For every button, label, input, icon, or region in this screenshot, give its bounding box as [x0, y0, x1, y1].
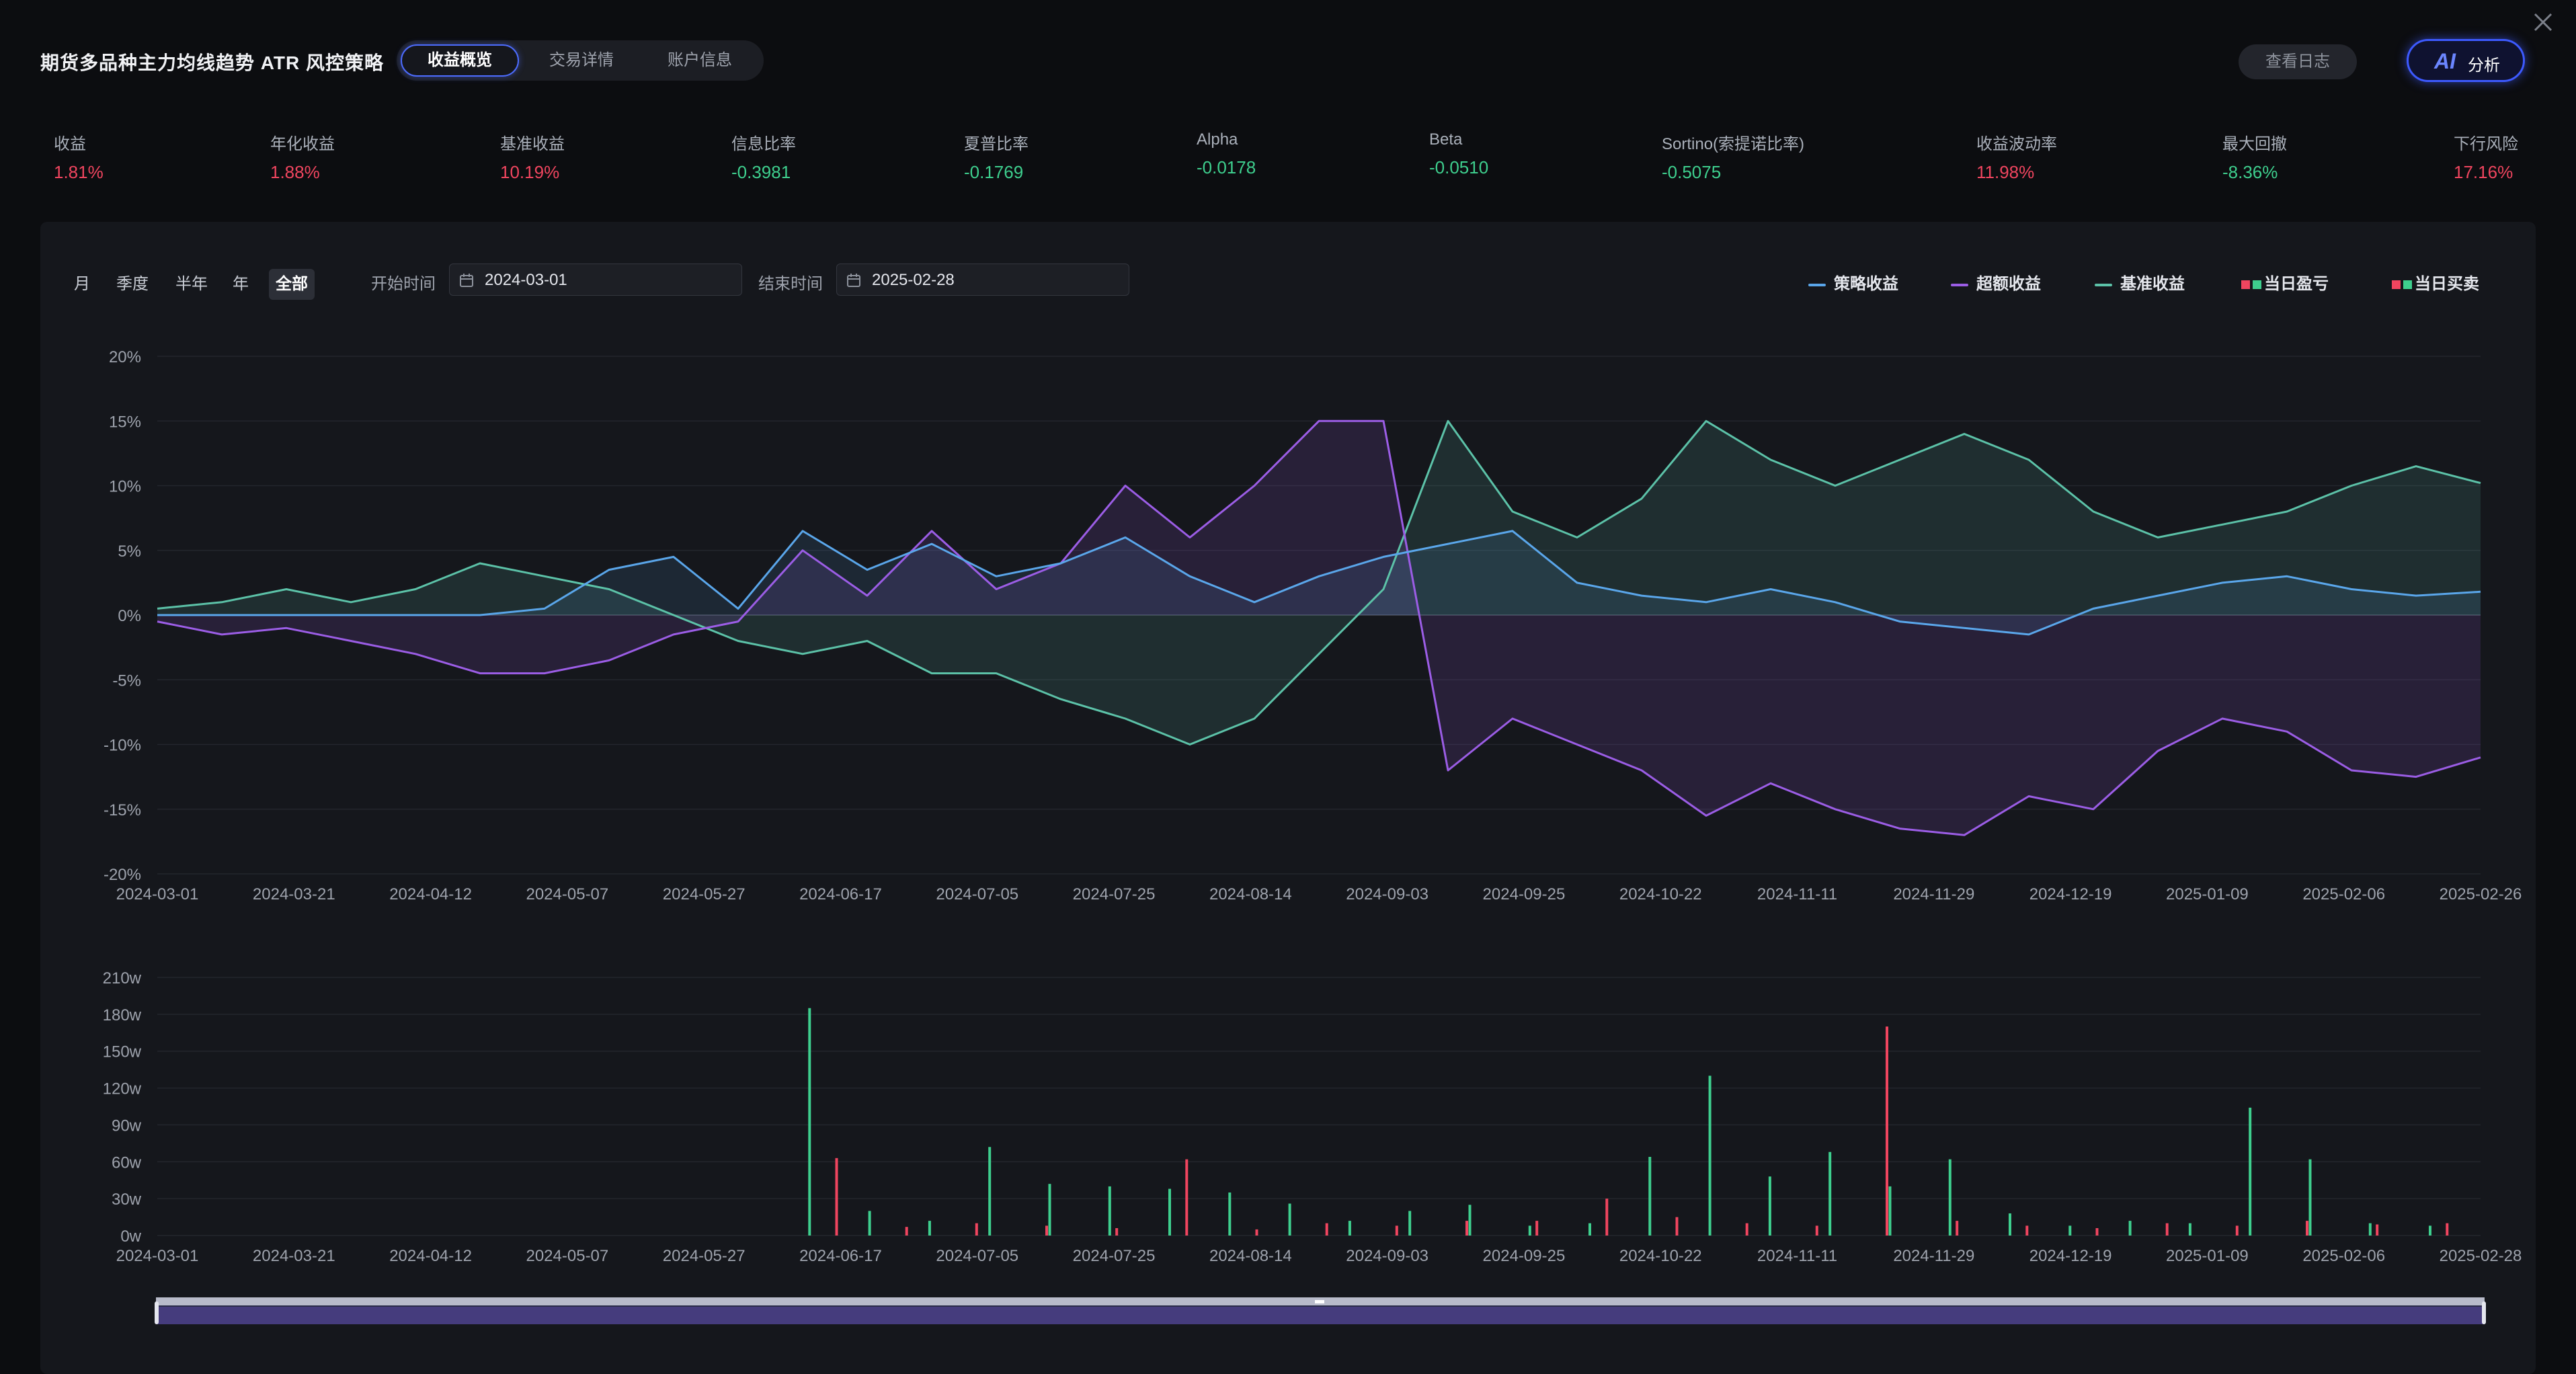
legend-daily-trades[interactable]: 当日买卖 [2392, 269, 2479, 300]
metric-label: 信息比率 [731, 135, 796, 153]
metric-label: Alpha [1197, 130, 1238, 149]
period-quarter[interactable]: 季度 [116, 275, 149, 293]
legend-swatch [2403, 280, 2412, 290]
metric-label: Beta [1429, 130, 1463, 149]
metric-max-drawdown: 最大回撤 -8.36% [2222, 130, 2287, 183]
metric-alpha: Alpha -0.0178 [1197, 130, 1256, 178]
metric-downside-risk: 下行风险 17.16% [2454, 130, 2518, 183]
metric-value: 1.81% [54, 162, 104, 182]
view-log-button[interactable]: 查看日志 [2239, 44, 2357, 79]
metric-value: -0.0510 [1429, 157, 1489, 177]
metric-value: -0.1769 [964, 162, 1024, 182]
ai-analysis-label: 分析 [2468, 56, 2500, 75]
legend-strategy[interactable]: 策略收益 [1808, 269, 1898, 300]
legend-swatch [2253, 280, 2261, 290]
legend-swatch [2095, 283, 2112, 286]
metric-sharpe-ratio: 夏普比率 -0.1769 [964, 130, 1029, 183]
ai-icon: AI [2434, 49, 2456, 73]
metric-sortino-ratio: Sortino(索提诺比率) -0.5075 [1662, 130, 1804, 183]
metric-label: 基准收益 [500, 135, 565, 153]
metric-value: 10.19% [500, 162, 560, 182]
metric-value: -0.3981 [731, 162, 791, 182]
start-date-field[interactable] [449, 264, 742, 296]
metric-value: -0.0178 [1197, 157, 1256, 177]
close-icon[interactable] [2533, 12, 2553, 32]
legend-label: 超额收益 [1976, 275, 2041, 293]
period-all[interactable]: 全部 [269, 269, 315, 300]
metric-return: 收益 1.81% [54, 130, 104, 183]
metric-value: 11.98% [1976, 162, 2035, 182]
metric-label: 收益 [54, 135, 86, 153]
period-month[interactable]: 月 [74, 275, 90, 293]
metric-benchmark-return: 基准收益 10.19% [500, 130, 565, 183]
metric-volatility: 收益波动率 11.98% [1976, 130, 2057, 183]
legend-label: 基准收益 [2120, 275, 2185, 293]
legend-swatch [2392, 280, 2401, 290]
metric-label: Sortino(索提诺比率) [1662, 135, 1805, 153]
legend-swatch [1808, 283, 1826, 286]
period-year[interactable]: 年 [233, 275, 249, 293]
dialog-header: 期货多品种主力均线趋势 ATR 风控策略 收益概览 交易详情 账户信息 查看日志… [0, 0, 2576, 128]
tab-account-info[interactable]: 账户信息 [668, 51, 732, 69]
metric-beta: Beta -0.0510 [1429, 130, 1488, 178]
legend-label: 当日买卖 [2415, 275, 2479, 293]
tab-bar: 收益概览 交易详情 账户信息 [397, 40, 764, 81]
metric-annualized-return: 年化收益 1.88% [270, 130, 335, 183]
metric-value: 1.88% [270, 162, 320, 182]
metric-label: 最大回撤 [2222, 135, 2287, 153]
strategy-title: 期货多品种主力均线趋势 ATR 风控策略 [40, 52, 385, 73]
end-date-field[interactable] [836, 264, 1129, 296]
metric-information-ratio: 信息比率 -0.3981 [731, 130, 796, 183]
legend-swatch [1951, 283, 1968, 286]
chart-panel: 月 季度 半年 年 全部 开始时间 结束时间 策略收益 超额收益 基准收益 当日… [40, 222, 2536, 1374]
metric-value: -0.5075 [1662, 162, 1722, 182]
metric-value: 17.16% [2454, 162, 2513, 182]
start-date-input[interactable] [483, 270, 735, 291]
tab-overview[interactable]: 收益概览 [401, 44, 519, 77]
legend-label: 当日盈亏 [2264, 275, 2329, 293]
end-date-label: 结束时间 [758, 275, 823, 293]
end-date-input[interactable] [871, 270, 1122, 291]
legend-benchmark[interactable]: 基准收益 [2095, 269, 2185, 300]
calendar-icon [460, 274, 473, 287]
tab-trade-details[interactable]: 交易详情 [549, 51, 614, 69]
metric-value: -8.36% [2222, 162, 2278, 182]
metric-label: 夏普比率 [964, 135, 1029, 153]
start-date-label: 开始时间 [371, 275, 436, 293]
legend-daily-pnl[interactable]: 当日盈亏 [2241, 269, 2329, 300]
legend-label: 策略收益 [1834, 275, 1898, 293]
legend-excess[interactable]: 超额收益 [1951, 269, 2041, 300]
metric-label: 收益波动率 [1976, 135, 2057, 153]
calendar-icon [847, 274, 860, 287]
period-half-year[interactable]: 半年 [175, 275, 208, 293]
legend-swatch [2241, 280, 2250, 290]
metric-label: 年化收益 [270, 135, 335, 153]
metric-label: 下行风险 [2454, 135, 2518, 153]
ai-analysis-button[interactable]: AI 分析 [2407, 39, 2525, 82]
